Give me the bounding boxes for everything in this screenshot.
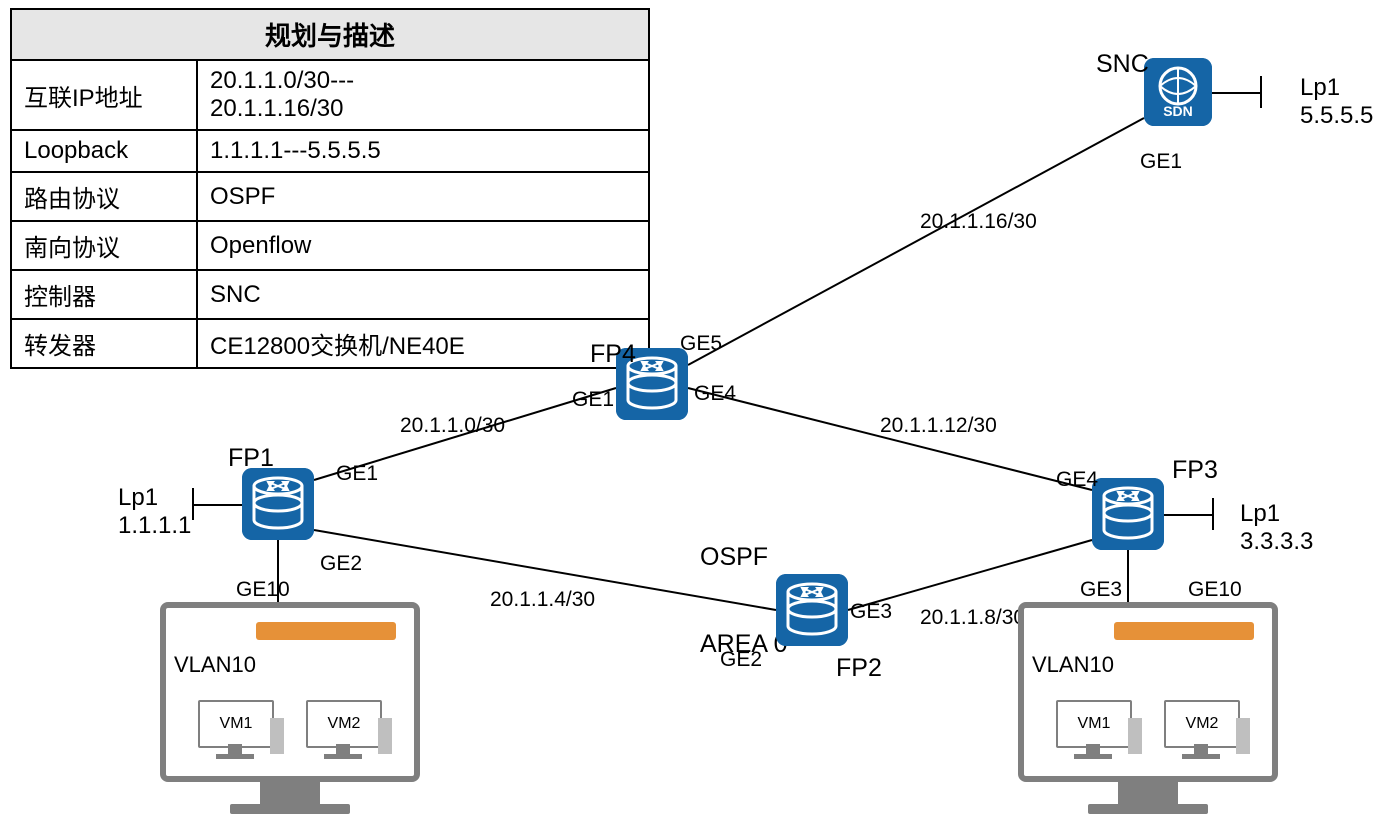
diagram-canvas: 规划与描述 互联IP地址20.1.1.0/30--- 20.1.1.16/30L… <box>0 0 1391 827</box>
svg-text:SDN: SDN <box>1163 103 1193 119</box>
port-label: GE3 <box>850 600 892 624</box>
router-label-fp2: FP2 <box>836 654 882 683</box>
lp-snc: Lp15.5.5.5 <box>1300 74 1373 130</box>
port-label: GE1 <box>1140 150 1182 174</box>
vm-box: VM1 <box>198 700 274 748</box>
vlan-label: VLAN10 <box>1032 652 1114 678</box>
port-label: GE2 <box>320 552 362 576</box>
port-label: GE4 <box>694 382 736 406</box>
subnet-label: 20.1.1.0/30 <box>400 414 505 438</box>
port-label: GE10 <box>236 578 290 602</box>
table-row: 控制器SNC <box>11 270 649 319</box>
port-label: GE1 <box>572 388 614 412</box>
switch-icon <box>1114 622 1254 640</box>
port-label: GE3 <box>1080 578 1122 602</box>
ospf-area-label: OSPF AREA 0 <box>700 485 788 717</box>
subnet-label: 20.1.1.12/30 <box>880 414 997 438</box>
host-right: VLAN10 VM1 VM2 <box>1018 602 1278 814</box>
snc-label: SNC <box>1096 50 1149 79</box>
subnet-label: 20.1.1.16/30 <box>920 210 1037 234</box>
port-label: GE1 <box>336 462 378 486</box>
router-fp1 <box>242 468 314 540</box>
router-fp2 <box>776 574 848 646</box>
subnet-label: 20.1.1.4/30 <box>490 588 595 612</box>
table-row: 南向协议Openflow <box>11 221 649 270</box>
host-left: VLAN10 VM1 VM2 <box>160 602 420 814</box>
subnet-label: 20.1.1.8/30 <box>920 606 1025 630</box>
table-header: 规划与描述 <box>11 9 649 60</box>
table-row: 转发器CE12800交换机/NE40E <box>11 319 649 368</box>
table-row: Loopback1.1.1.1---5.5.5.5 <box>11 130 649 172</box>
table-body: 互联IP地址20.1.1.0/30--- 20.1.1.16/30Loopbac… <box>11 60 649 368</box>
vlan-label: VLAN10 <box>174 652 256 678</box>
router-label-fp3: FP3 <box>1172 456 1218 485</box>
ospf-line1: OSPF <box>700 543 788 572</box>
table-row: 路由协议OSPF <box>11 172 649 221</box>
port-label: GE5 <box>680 332 722 356</box>
port-label: GE4 <box>1056 468 1098 492</box>
table-row: 互联IP地址20.1.1.0/30--- 20.1.1.16/30 <box>11 60 649 130</box>
router-label-fp4: FP4 <box>590 340 636 369</box>
router-fp3 <box>1092 478 1164 550</box>
vm-box: VM2 <box>1164 700 1240 748</box>
port-label: GE10 <box>1188 578 1242 602</box>
port-label: GE2 <box>720 648 762 672</box>
switch-icon <box>256 622 396 640</box>
vm-box: VM2 <box>306 700 382 748</box>
planning-table: 规划与描述 互联IP地址20.1.1.0/30--- 20.1.1.16/30L… <box>10 8 650 369</box>
sdn-controller-icon: SDN <box>1144 58 1212 126</box>
router-label-fp1: FP1 <box>228 444 274 473</box>
vm-box: VM1 <box>1056 700 1132 748</box>
lp-fp3: Lp13.3.3.3 <box>1240 500 1313 556</box>
lp-fp1: Lp11.1.1.1 <box>118 484 191 540</box>
